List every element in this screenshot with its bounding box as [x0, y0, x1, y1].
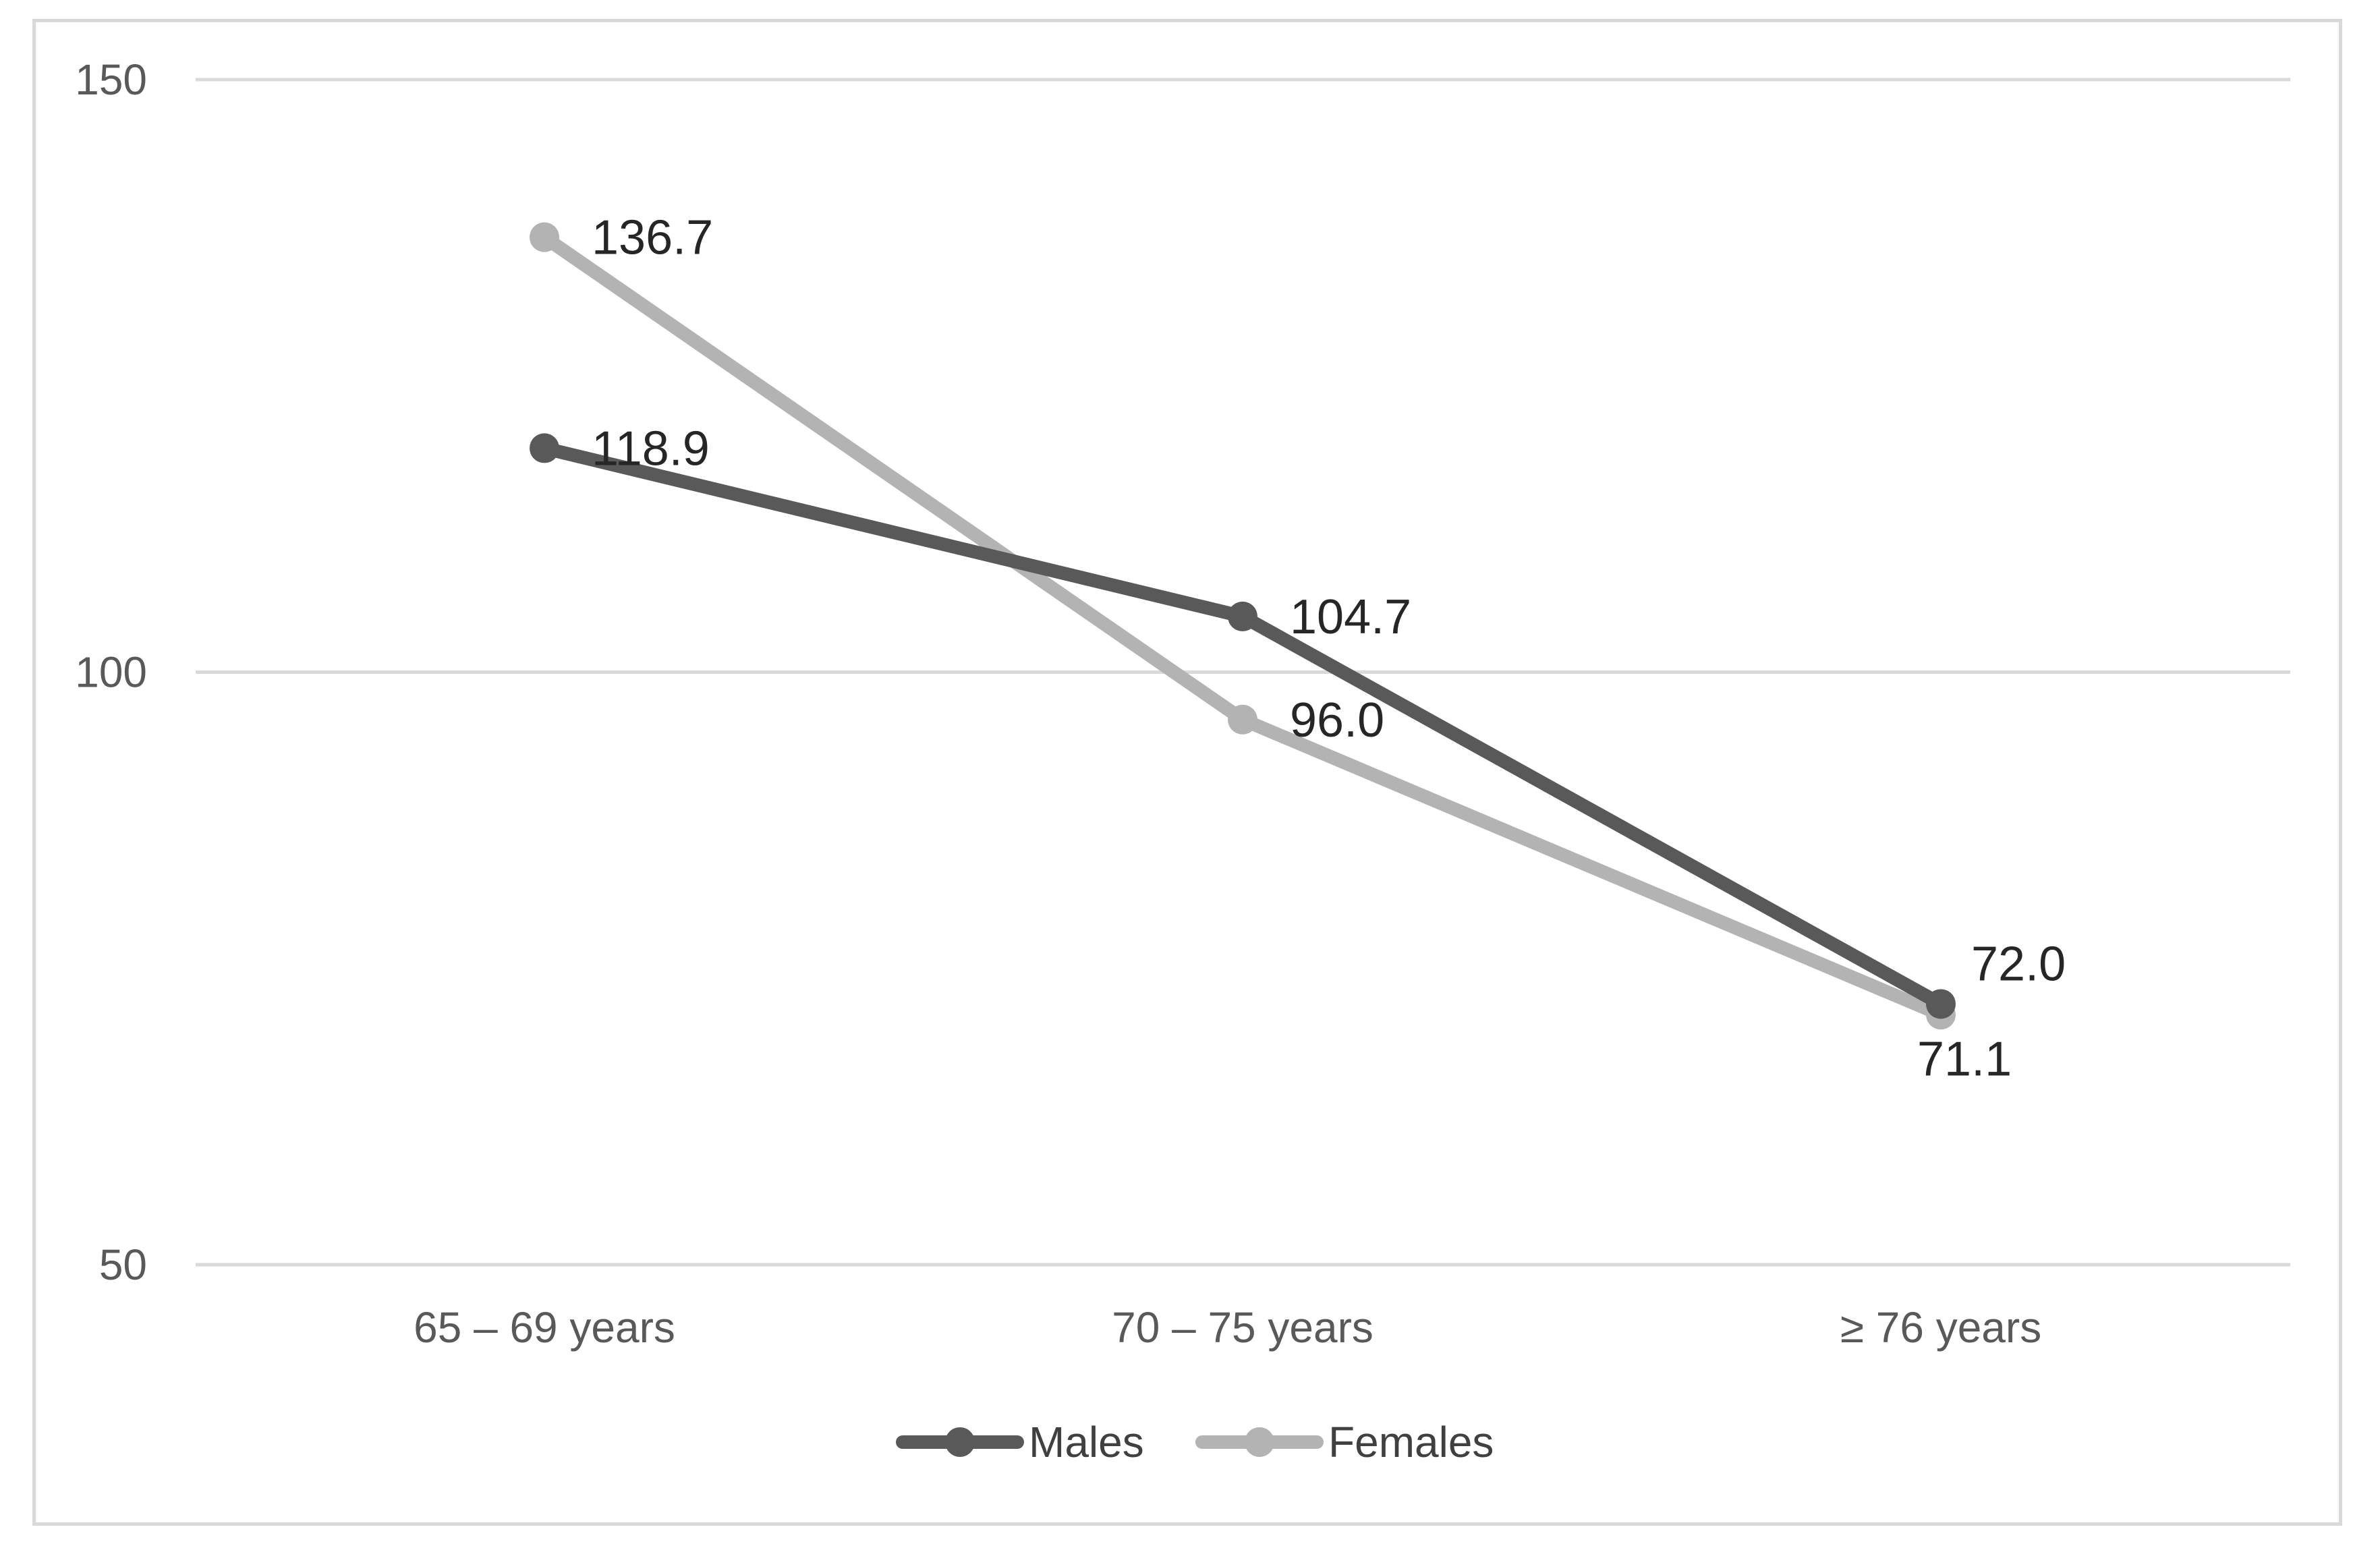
data-label-females: 136.7 — [592, 211, 713, 265]
data-labels: 118.9 104.7 72.0 136.7 96.0 71.1 — [592, 211, 2066, 1087]
legend-label-males: Males — [1029, 1418, 1144, 1466]
series-lines — [530, 222, 1956, 1030]
legend: Males Females — [896, 1418, 1494, 1466]
legend-label-females: Females — [1328, 1418, 1494, 1466]
y-tick-label: 100 — [75, 648, 147, 697]
legend-marker-females — [1245, 1427, 1274, 1457]
data-label-males: 104.7 — [1290, 590, 1411, 644]
point-females-0 — [530, 222, 559, 252]
x-tick-label: 70 – 75 years — [1112, 1303, 1373, 1352]
y-tick-label: 50 — [99, 1240, 147, 1289]
x-tick-label: ≥ 76 years — [1840, 1303, 2041, 1352]
legend-marker-males — [945, 1427, 975, 1457]
data-label-females: 71.1 — [1917, 1032, 2012, 1086]
chart-frame — [32, 19, 2342, 1526]
data-label-males: 118.9 — [592, 422, 710, 476]
x-axis-tick-labels: 65 – 69 years 70 – 75 years ≥ 76 years — [414, 1303, 2041, 1352]
y-axis-tick-labels: 50 100 150 — [75, 55, 147, 1289]
x-tick-label: 65 – 69 years — [414, 1303, 675, 1352]
point-females-1 — [1228, 704, 1257, 735]
point-males-1 — [1228, 601, 1257, 631]
point-males-2 — [1926, 989, 1956, 1019]
data-label-females: 96.0 — [1290, 693, 1384, 747]
point-males-0 — [530, 433, 559, 463]
gridlines — [196, 78, 2290, 1267]
y-tick-label: 150 — [75, 55, 147, 104]
data-label-males: 72.0 — [1971, 937, 2066, 991]
